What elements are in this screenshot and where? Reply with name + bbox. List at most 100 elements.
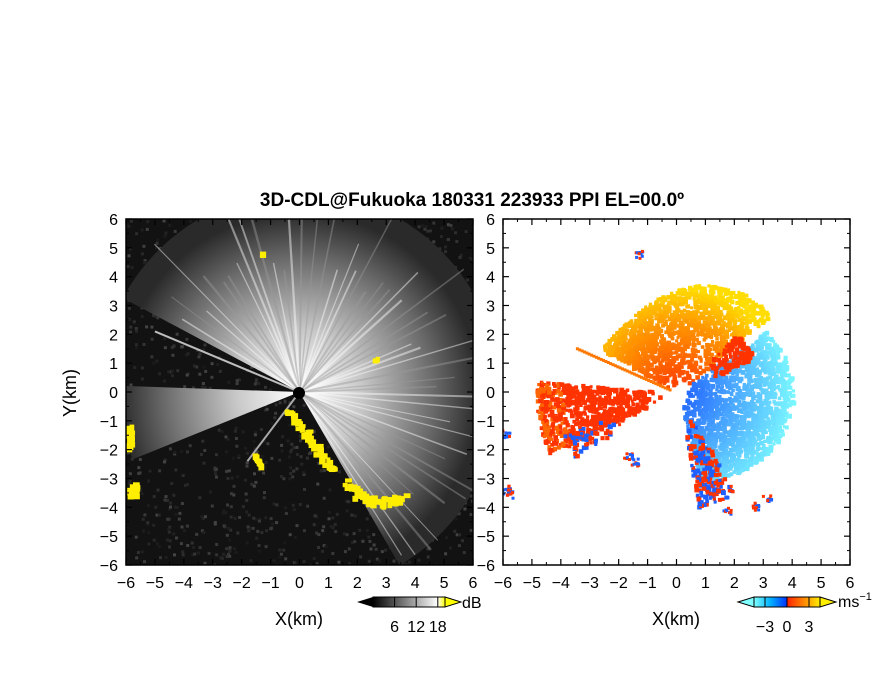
velocity-cell [732,437,738,443]
velocity-cell [717,328,722,333]
velocity-cell [714,461,719,466]
velocity-cell [756,373,761,378]
noise-pixel [238,516,242,519]
velocity-cell [654,360,658,364]
velocity-cell [746,401,752,407]
snr-streak [283,269,301,393]
snr-streak [299,391,446,460]
velocity-cell [696,434,700,439]
velocity-cell [678,320,683,326]
velocity-cell [735,331,740,337]
velocity-cell [720,407,724,411]
velocity-cell [695,309,700,314]
velocity-cell [744,407,748,411]
velocity-cell [703,391,709,397]
noise-pixel [245,510,249,514]
noise-pixel [241,505,245,509]
noise-pixel [264,461,268,465]
noise-pixel [204,369,208,373]
velocity-cell [727,316,733,322]
velocity-cell [666,344,672,349]
noise-pixel [255,450,259,454]
velocity-cell [764,391,769,396]
noise-pixel [155,245,159,249]
velocity-cell [735,392,739,396]
velocity-cell [693,360,698,365]
velocity-cell [702,320,708,325]
noise-pixel [158,469,162,473]
velocity-cell [661,323,665,328]
noise-pixel [141,252,144,256]
velocity-cell [706,294,710,299]
velocity-cell [765,310,769,315]
velocity-cell [617,341,622,345]
noise-pixel [166,528,170,532]
velocity-cell [729,406,734,410]
velocity-cell [678,330,682,334]
velocity-cell [706,432,711,438]
noise-pixel [291,475,295,479]
snr-streak [227,275,301,393]
velocity-cell [732,319,737,324]
noise-pixel [274,403,278,407]
velocity-cell [664,352,669,357]
velocity-cell [756,436,762,441]
velocity-cell [727,363,731,368]
velocity-cell [769,353,773,357]
velocity-cell [691,329,696,334]
velocity-cell [724,369,729,375]
velocity-cell [781,392,786,397]
velocity-cell [747,437,752,442]
noise-pixel [257,544,261,547]
velocity-cell [697,404,701,409]
velocity-cell [737,408,742,413]
velocity-cell [654,313,659,318]
velocity-cell [634,351,638,355]
noise-pixel [181,474,185,478]
snr-streak [299,311,429,393]
velocity-cell [772,387,776,391]
noise-pixel [227,552,230,556]
velocity-cell [669,314,674,320]
noise-pixel [203,386,207,389]
velocity-cell [650,315,654,319]
velocity-cell [668,358,673,364]
velocity-cell [645,341,651,347]
velocity-cell [723,435,727,439]
velocity-cell [702,402,706,407]
snr-streak [206,310,300,393]
velocity-cell [674,303,680,309]
noise-pixel [181,550,185,554]
velocity-cell [746,313,751,319]
noise-pixel [179,542,183,546]
velocity-cell [720,385,725,389]
velocity-cell [666,308,672,314]
velocity-cell [748,456,753,462]
velocity-cell [726,460,731,465]
velocity-cell [681,326,686,331]
noise-pixel [293,536,297,539]
noise-pixel [175,332,179,336]
velocity-cell [664,319,668,323]
snr-streak [299,346,421,394]
velocity-cell [654,365,659,370]
velocity-cell [763,377,768,382]
noise-pixel [426,547,430,551]
noise-pixel [129,219,133,223]
velocity-cell [703,399,707,403]
velocity-cell [786,373,791,378]
noise-pixel [291,503,295,507]
noise-pixel [201,439,205,443]
noise-pixel [283,541,287,545]
noise-pixel [329,525,333,528]
velocity-cell [735,364,740,369]
velocity-cell [685,418,689,422]
velocity-cell [683,313,688,317]
velocity-cell [657,316,661,321]
noise-pixel [174,512,178,516]
velocity-cell [645,373,651,378]
noise-pixel [321,529,325,533]
high-snr-pixel [379,502,387,509]
velocity-cell [786,368,790,372]
velocity-cell [654,317,658,321]
